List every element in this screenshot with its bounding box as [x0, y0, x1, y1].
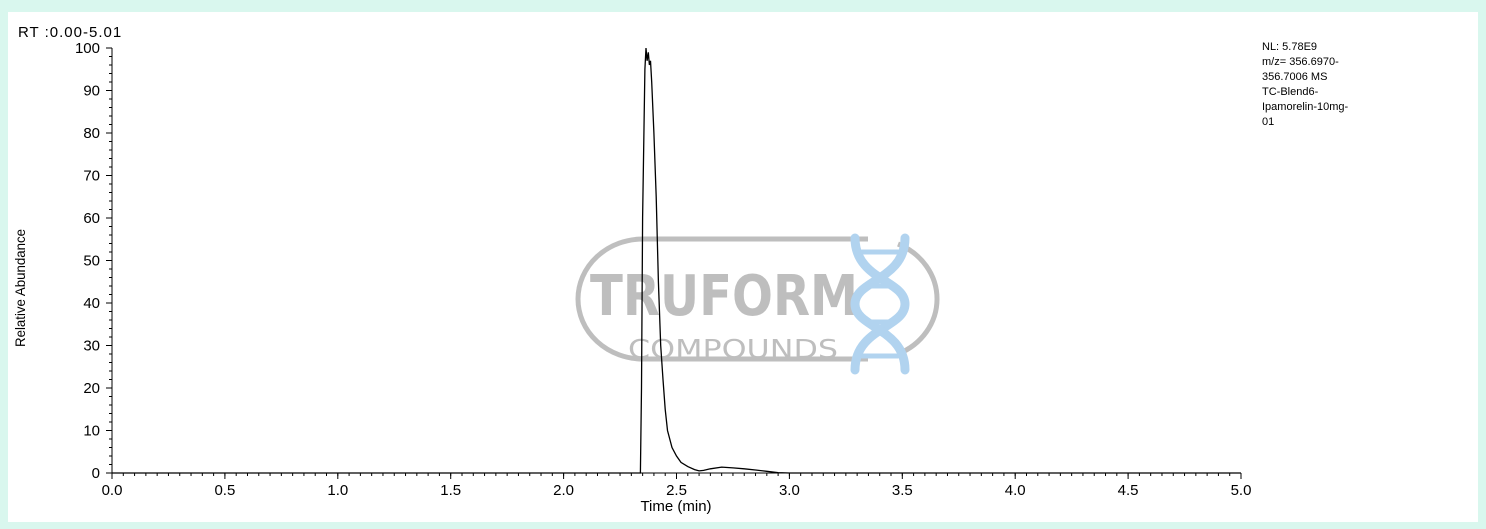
annotation-line: TC-Blend6- [1262, 86, 1319, 98]
x-tick-label: 1.0 [327, 482, 348, 499]
x-tick-label: 5.0 [1231, 482, 1252, 499]
x-tick-label: 2.0 [553, 482, 574, 499]
watermark-logo: TRUFORM COMPOUNDS [575, 233, 940, 375]
spectrum-annotation: NL: 5.78E9 m/z= 356.6970- 356.7006 MS TC-Bl… [1262, 41, 1349, 128]
y-tick-label: 90 [83, 83, 100, 100]
chart-panel: TRUFORM COMPOUNDS 0 10 20 30 40 50 60 70 80 90 100… [8, 12, 1478, 522]
x-tick-label: 4.5 [1118, 482, 1139, 499]
y-tick-label: 30 [83, 338, 100, 355]
chromatogram-trace [112, 47, 1241, 474]
annotation-line: 01 [1262, 116, 1274, 128]
y-tick-label: 60 [83, 210, 100, 227]
y-tick-label: 0 [92, 465, 100, 482]
annotation-line: Ipamorelin-10mg- [1262, 101, 1349, 113]
watermark-sub: COMPOUNDS [628, 335, 838, 365]
dna-helix-icon [850, 233, 910, 375]
y-tick-label: 20 [83, 380, 100, 397]
y-tick-label: 40 [83, 295, 100, 312]
y-tick-label: 80 [83, 125, 100, 142]
x-tick-label: 0.5 [214, 482, 235, 499]
x-axis-label: Time (min) [640, 498, 711, 515]
y-tick-label: 50 [83, 253, 100, 270]
watermark-brand: TRUFORM [590, 264, 858, 329]
x-tick-label: 1.5 [440, 482, 461, 499]
annotation-line: m/z= 356.6970- [1262, 56, 1339, 68]
y-tick-label: 10 [83, 423, 100, 440]
rt-range-label: RT :0.00-5.01 [18, 24, 123, 41]
y-tick-label: 70 [83, 168, 100, 185]
x-tick-label: 2.5 [666, 482, 687, 499]
y-axis-label: Relative Abundance [12, 229, 28, 347]
chromatogram-chart: TRUFORM COMPOUNDS 0102030405060708090100… [12, 40, 1349, 515]
x-tick-label: 4.0 [1005, 482, 1026, 499]
y-tick-label: 100 [75, 40, 100, 57]
annotation-line: 356.7006 MS [1262, 71, 1327, 83]
x-tick-label: 3.5 [892, 482, 913, 499]
x-tick-label: 0.0 [102, 482, 123, 499]
annotation-line: NL: 5.78E9 [1262, 41, 1317, 53]
x-tick-label: 3.0 [779, 482, 800, 499]
